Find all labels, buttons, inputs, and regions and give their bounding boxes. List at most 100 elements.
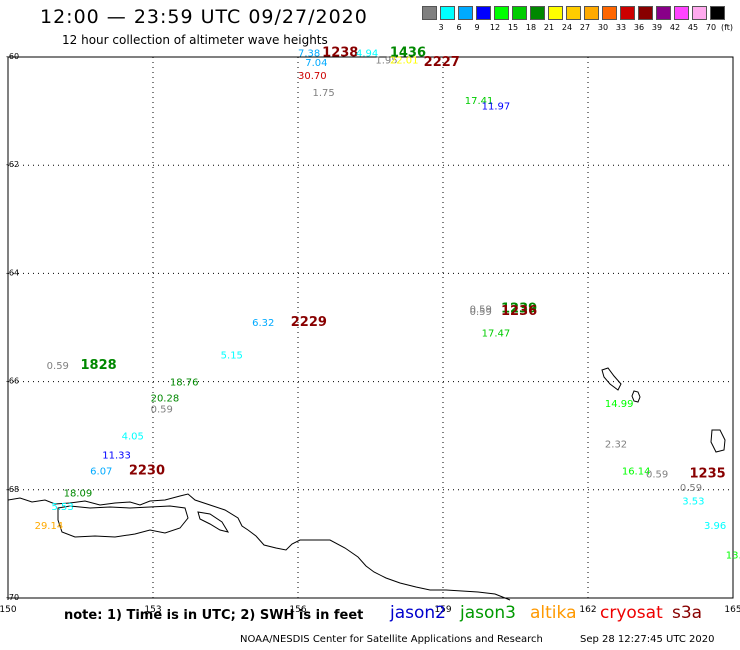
color-swatch	[458, 6, 473, 20]
graticule: -60 -62 -64 -66 -68 -70 150 153 156 159 162 165	[0, 52, 740, 615]
wave-height-label: 0.59	[151, 404, 173, 415]
legend-altika: altika	[530, 603, 577, 623]
color-swatch	[638, 6, 653, 20]
latitude-tick-label: -60	[6, 52, 19, 61]
color-swatch	[692, 6, 707, 20]
island-outline	[601, 367, 622, 391]
color-scale-label: 39	[651, 23, 663, 32]
color-swatch	[584, 6, 599, 20]
island-outline	[197, 511, 230, 533]
wave-height-label: 17.41	[465, 96, 494, 107]
color-scale-label: 9	[474, 23, 480, 32]
color-swatch	[620, 6, 635, 20]
color-scale-label: 27	[579, 23, 591, 32]
wave-height-label: 5.15	[221, 350, 243, 361]
latitude-tick-label: -66	[6, 377, 19, 386]
wave-height-label: 0.59	[470, 304, 492, 315]
color-swatch	[512, 6, 527, 20]
color-scale-label: 15	[507, 23, 519, 32]
color-swatch	[656, 6, 671, 20]
color-scale-label: 18	[525, 23, 537, 32]
wave-height-label: 6.07	[90, 467, 112, 478]
color-swatch	[476, 6, 491, 20]
pass-time-label: 1235	[690, 466, 726, 481]
island-outline	[631, 390, 641, 403]
color-scale-label: 70	[705, 23, 717, 32]
wave-height-label: 7.38	[298, 48, 320, 59]
wave-height-label: 0.59	[680, 483, 702, 494]
color-swatch	[440, 6, 455, 20]
island-outline	[710, 429, 726, 453]
pass-time-label: 1236	[501, 304, 537, 319]
latitude-tick-label: -64	[6, 268, 19, 277]
legend-jason2: jason2	[390, 603, 446, 623]
color-scale-label: 12	[489, 23, 501, 32]
pass-time-label: 1239	[501, 301, 537, 316]
pass-time-label: 1828	[81, 358, 117, 373]
credit-line: NOAA/NESDIS Center for Satellite Applica…	[240, 634, 543, 645]
color-swatch	[548, 6, 563, 20]
wave-height-label: 11.97	[482, 101, 511, 112]
wave-height-label: 11.33	[102, 450, 131, 461]
wave-height-label: 13.77	[726, 551, 740, 562]
color-scale-label: 21	[543, 23, 555, 32]
color-scale-label: 36	[633, 23, 645, 32]
map-frame	[7, 56, 734, 599]
legend-s3a: s3a	[672, 603, 703, 623]
color-scale-unit: (ft)	[720, 23, 734, 32]
color-swatch	[566, 6, 581, 20]
longitude-tick-label: 153	[144, 605, 161, 615]
longitude-tick-label: 162	[579, 605, 596, 615]
wave-height-label: 29.14	[35, 521, 64, 532]
color-swatch	[530, 6, 545, 20]
pass-time-label: 1238	[322, 45, 358, 60]
color-scale-label: 33	[615, 23, 627, 32]
wave-height-label: 4.05	[122, 431, 144, 442]
wave-height-label: 7.04	[305, 58, 327, 69]
wave-height-label: 18.09	[64, 488, 93, 499]
wave-height-label: 0.59	[470, 307, 492, 318]
wave-height-label: 16.14	[622, 467, 651, 478]
pass-time-label: 2227	[424, 55, 460, 70]
wave-height-label: 1.95	[375, 55, 397, 66]
map-title: 12:00 — 23:59 UTC 09/27/2020	[40, 6, 368, 28]
longitude-tick-label: 165	[724, 605, 740, 615]
wave-height-label: 4.94	[356, 48, 378, 59]
wave-height-label: 3.53	[682, 496, 704, 507]
color-scale-label: 42	[669, 23, 681, 32]
wave-height-label: 20.28	[151, 394, 180, 405]
wave-height-label: 0.59	[47, 361, 69, 372]
color-swatch	[602, 6, 617, 20]
wave-height-label: 18.76	[170, 377, 199, 388]
legend-jason3: jason3	[460, 603, 516, 623]
wave-height-label: 22.01	[390, 55, 419, 66]
color-swatch	[674, 6, 689, 20]
wave-height-label: 2.32	[605, 440, 627, 451]
latitude-tick-label: -62	[6, 160, 19, 169]
color-swatch	[494, 6, 509, 20]
color-scale-label: 3	[438, 23, 444, 32]
wave-height-label: 17.47	[482, 329, 511, 340]
wave-height-label: 5.53	[52, 502, 74, 513]
generation-timestamp: Sep 28 12:27:45 UTC 2020	[580, 634, 715, 645]
pass-time-label: 2230	[129, 464, 165, 479]
legend-note: note: 1) Time is in UTC; 2) SWH is in fe…	[64, 608, 364, 623]
wave-height-label: 1.75	[313, 88, 335, 99]
longitude-tick-label: 150	[0, 605, 17, 615]
color-swatch	[710, 6, 725, 20]
pass-time-label: 1436	[390, 45, 426, 60]
wave-height-label: 14.99	[605, 399, 634, 410]
color-scale-label: 6	[456, 23, 462, 32]
latitude-tick-label: -70	[6, 593, 19, 602]
color-scale-label: 24	[561, 23, 573, 32]
wave-height-label: 3.96	[704, 521, 726, 532]
coastline	[7, 367, 726, 601]
longitude-tick-label: 159	[434, 605, 451, 615]
legend-cryosat: cryosat	[600, 603, 663, 623]
pass-time-label: 2229	[291, 315, 327, 330]
ice-shelf-outline	[57, 505, 189, 538]
color-scale-label: 30	[597, 23, 609, 32]
wave-height-label: 30.70	[298, 71, 327, 82]
